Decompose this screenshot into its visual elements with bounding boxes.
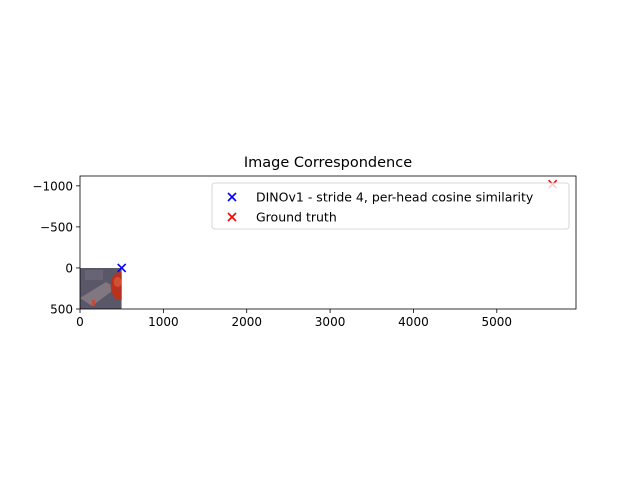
legend-marker-series-1-stroke-b [227,212,237,222]
legend: DINOv1 - stride 4, per-head cosine simil… [211,182,570,230]
legend-label-series-1: Ground truth [256,210,337,225]
background-image [80,267,122,309]
x-tick-label: 2000 [231,315,262,329]
y-axis-ticks: −1000 −500 0 500 [32,179,80,317]
x-tick-label: 5000 [482,315,513,329]
y-tick-label: 500 [50,303,73,317]
thumbnail-red-highlight [113,276,122,287]
thumbnail-shape-dark [85,269,103,280]
legend-marker-series-0-stroke-b [227,192,237,202]
x-axis-ticks: 0 1000 2000 3000 4000 5000 [76,309,512,329]
legend-label-series-0: DINOv1 - stride 4, per-head cosine simil… [256,190,534,205]
y-tick-label: −1000 [32,179,73,193]
data-point-series-0-stroke-b [117,263,127,273]
chart-title: Image Correspondence [244,155,412,171]
y-tick-label: 0 [65,261,73,275]
legend-box [211,182,570,230]
data-point-series-0 [117,263,127,273]
thumbnail-photo [80,267,122,309]
legend-marker-series-0 [227,192,237,202]
x-tick-label: 4000 [398,315,429,329]
x-tick-label: 0 [76,315,84,329]
legend-marker-series-1 [227,212,237,222]
x-tick-label: 1000 [148,315,179,329]
thumbnail-red-speck [92,300,95,306]
y-tick-label: −500 [40,220,73,234]
thumbnail-shape-gray [80,281,116,306]
axes-frame [79,175,577,310]
x-tick-label: 3000 [315,315,346,329]
